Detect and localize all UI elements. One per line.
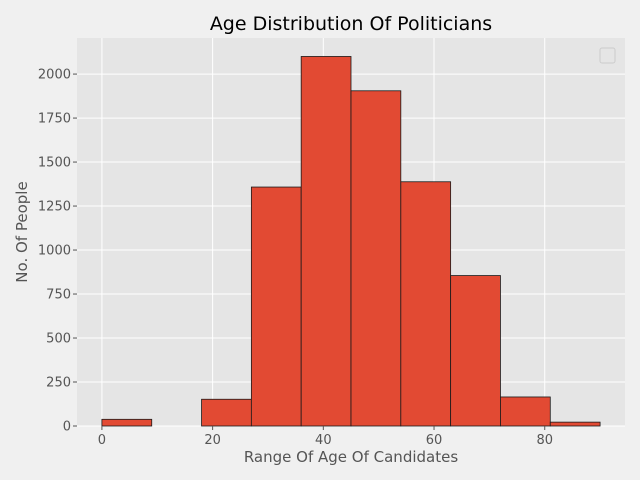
x-tick-label: 40: [315, 433, 332, 448]
y-tick-label: 750: [46, 288, 71, 303]
histogram-bar: [201, 398, 252, 427]
chart-title: Age Distribution Of Politicians: [210, 13, 492, 35]
y-tick-label: 1000: [38, 244, 71, 259]
x-tick-label: 0: [98, 433, 106, 448]
x-ticks: 0 20 40 60 80: [98, 426, 553, 448]
y-tick-label: 1750: [38, 112, 71, 127]
y-ticks: 0 250 500 750 1000 1250 1500 1750 2000: [38, 68, 77, 435]
histogram-bar: [350, 90, 402, 427]
y-tick-label: 1500: [38, 156, 71, 171]
histogram-bar: [250, 186, 302, 427]
y-tick-label: 2000: [38, 68, 71, 83]
bars: [101, 56, 601, 427]
histogram-bar: [500, 396, 551, 427]
y-tick-label: 250: [46, 376, 71, 391]
x-tick-label: 80: [536, 433, 553, 448]
histogram-bar: [549, 421, 601, 427]
legend-box: [599, 47, 616, 64]
x-tick-label: 20: [204, 433, 221, 448]
histogram-bar: [300, 56, 352, 427]
y-tick-label: 1250: [38, 200, 71, 215]
y-tick-label: 500: [46, 332, 71, 347]
x-tick-label: 60: [426, 433, 443, 448]
x-axis-title: Range Of Age Of Candidates: [244, 448, 458, 466]
y-axis-title: No. Of People: [13, 181, 31, 282]
histogram-bar: [101, 418, 153, 427]
y-tick-label: 0: [63, 420, 71, 435]
histogram-bar: [450, 275, 501, 427]
histogram-bar: [400, 181, 452, 427]
